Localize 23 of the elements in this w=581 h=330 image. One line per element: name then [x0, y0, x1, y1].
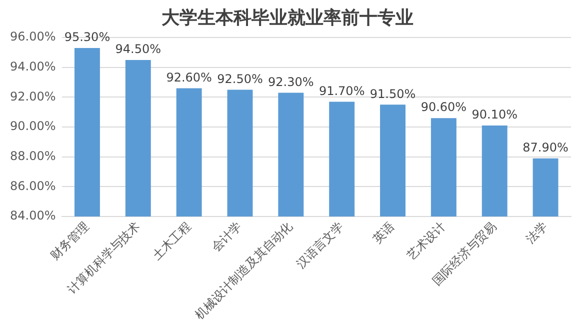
y-tick-label: 92.00%	[10, 89, 56, 104]
y-tick-label: 88.00%	[10, 148, 56, 163]
data-label: 90.60%	[420, 100, 467, 114]
y-tick-label: 86.00%	[10, 178, 56, 193]
data-label: 95.30%	[64, 30, 110, 44]
data-label: 92.50%	[217, 72, 263, 86]
data-label: 91.50%	[370, 86, 416, 101]
y-tick-label: 94.00%	[10, 60, 56, 74]
y-tick-label: 90.00%	[10, 119, 56, 134]
x-tick-label: 汉语言文学	[294, 219, 346, 272]
data-label: 91.70%	[318, 84, 365, 98]
data-label: 92.60%	[166, 70, 212, 84]
chart-title: 大学生本科毕业就业率前十专业	[160, 7, 414, 28]
x-tick-label: 土木工程	[150, 219, 194, 263]
x-tick-label: 艺术设计	[404, 219, 448, 263]
data-label: 90.10%	[472, 108, 518, 122]
data-label: 87.90%	[522, 140, 568, 154]
data-label: 94.50%	[115, 42, 162, 56]
x-tick-label: 英语	[370, 219, 398, 246]
data-label: 92.30%	[268, 74, 314, 89]
x-tick-label: 会计学	[208, 219, 244, 254]
y-tick-label: 96.00%	[10, 30, 56, 44]
x-tick-label: 法学	[523, 219, 550, 246]
